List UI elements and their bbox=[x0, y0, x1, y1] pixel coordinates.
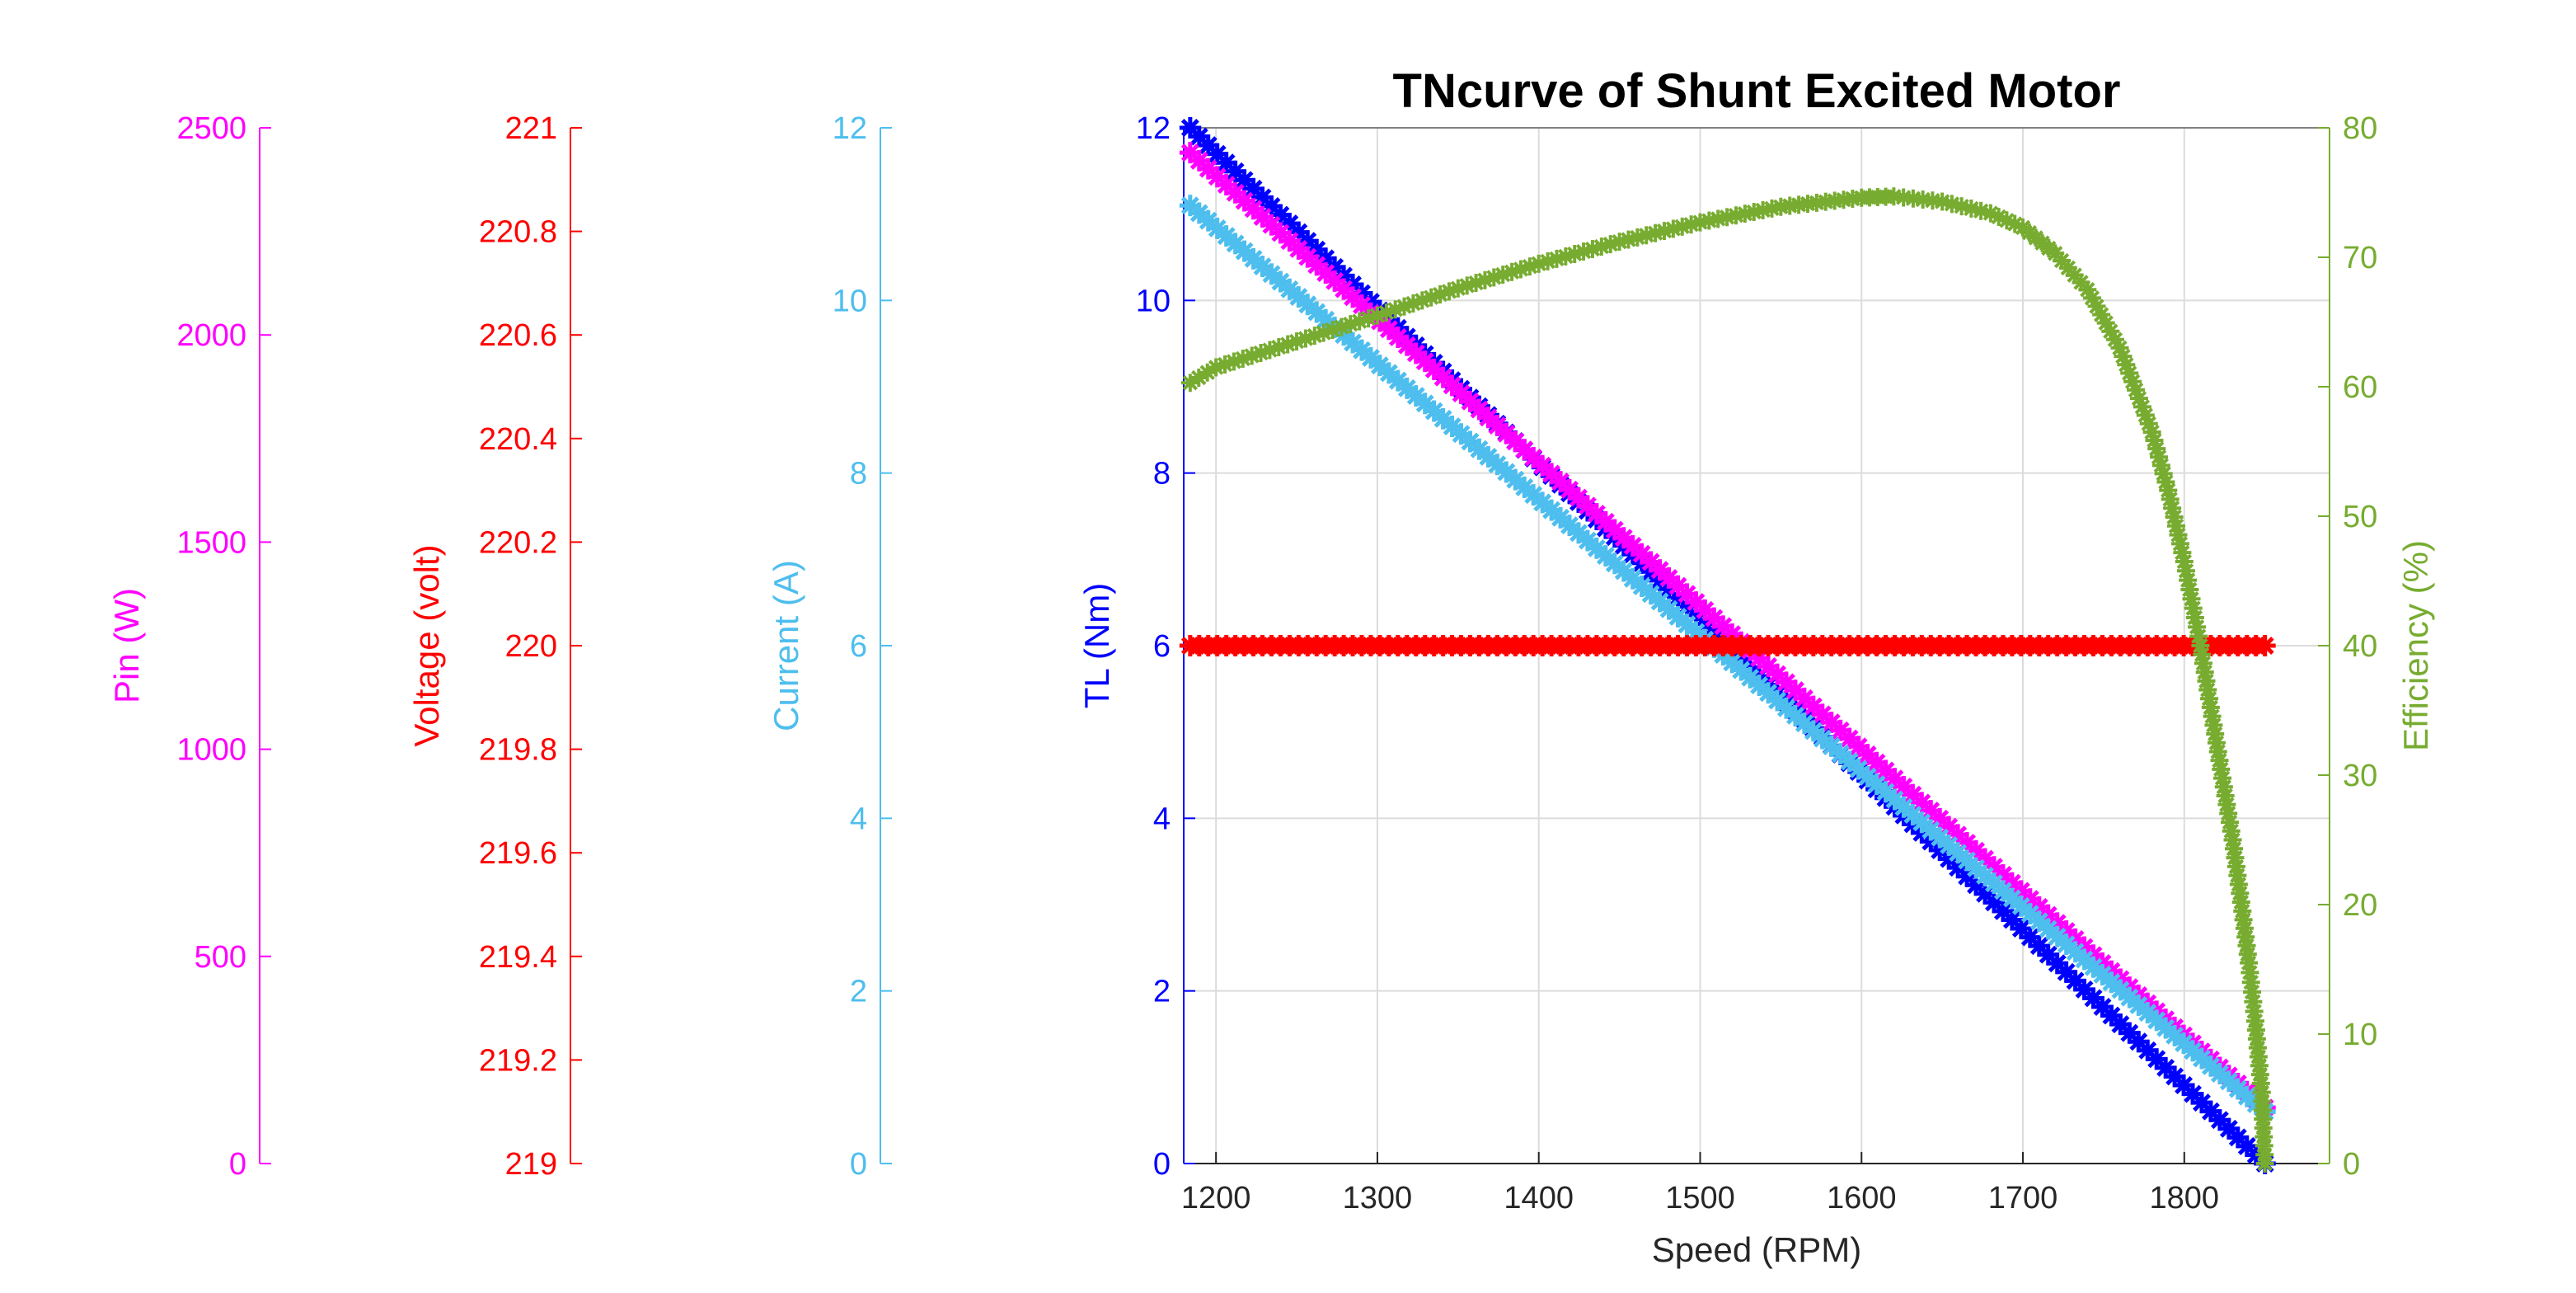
torque-tick-label: 8 bbox=[1153, 457, 1171, 491]
x-tick-label: 1700 bbox=[1988, 1181, 2058, 1215]
torque-tick-label: 6 bbox=[1153, 629, 1171, 664]
x-tick-label: 1800 bbox=[2150, 1181, 2220, 1215]
voltage-tick-label: 219.2 bbox=[479, 1043, 557, 1078]
pin-tick-label: 2500 bbox=[176, 111, 246, 146]
pin-tick-label: 1000 bbox=[176, 733, 246, 768]
torque-tick-label: 10 bbox=[1136, 284, 1171, 318]
data-marker bbox=[1550, 506, 1572, 529]
data-marker bbox=[1314, 323, 1333, 342]
x-axis-label: Speed (RPM) bbox=[1652, 1230, 1861, 1269]
labels-layer: TNcurve of Shunt Excited Motor Speed (RP… bbox=[1393, 64, 2121, 1269]
voltage-tick-label: 220.6 bbox=[479, 318, 557, 353]
data-marker bbox=[2254, 635, 2276, 656]
voltage-axis-label: Voltage (volt) bbox=[407, 544, 446, 746]
efficiency-tick-label: 20 bbox=[2343, 888, 2377, 923]
current-tick-label: 6 bbox=[850, 629, 867, 664]
axes-layer: 1200 1300 1400 1500 1600 1700 1800050010001500… bbox=[107, 111, 2435, 1215]
efficiency-tick-label: 40 bbox=[2343, 629, 2377, 664]
current-tick-label: 4 bbox=[850, 802, 867, 836]
voltage-tick-label: 219 bbox=[505, 1147, 557, 1182]
x-tick-label: 1300 bbox=[1343, 1181, 1413, 1215]
x-tick-label: 1200 bbox=[1181, 1181, 1251, 1215]
efficiency-tick-label: 60 bbox=[2343, 370, 2377, 405]
efficiency-series bbox=[1180, 187, 2274, 1173]
current-tick-label: 8 bbox=[850, 457, 867, 491]
data-marker bbox=[1649, 590, 1671, 613]
voltage-tick-label: 219.4 bbox=[479, 940, 557, 975]
efficiency-axis-label: Efficiency (%) bbox=[2396, 540, 2435, 751]
efficiency-tick-label: 0 bbox=[2343, 1147, 2360, 1182]
current-axis-label: Current (A) bbox=[767, 560, 805, 731]
pin-axis-label: Pin (W) bbox=[107, 588, 146, 703]
torque-tick-label: 2 bbox=[1153, 975, 1171, 1009]
pin-tick-label: 500 bbox=[195, 940, 246, 975]
pin-tick-label: 1500 bbox=[176, 525, 246, 560]
data-marker bbox=[1323, 321, 1342, 340]
efficiency-tick-label: 80 bbox=[2343, 111, 2377, 146]
current-tick-label: 2 bbox=[850, 975, 867, 1009]
pin-tick-label: 0 bbox=[229, 1147, 246, 1182]
data-marker bbox=[2117, 355, 2136, 374]
torque-tick-label: 0 bbox=[1153, 1147, 1171, 1182]
series-layer bbox=[1179, 117, 2276, 1174]
torque-tick-label: 4 bbox=[1153, 802, 1171, 836]
voltage-tick-label: 220.2 bbox=[479, 525, 557, 560]
current-series bbox=[1179, 195, 2276, 1123]
x-tick-label: 1500 bbox=[1665, 1181, 1735, 1215]
voltage-tick-label: 221 bbox=[505, 111, 557, 146]
voltage-tick-label: 219.6 bbox=[479, 836, 557, 871]
data-marker bbox=[2255, 1154, 2274, 1173]
pin-tick-label: 2000 bbox=[176, 318, 246, 353]
current-tick-label: 10 bbox=[833, 284, 867, 318]
efficiency-tick-label: 50 bbox=[2343, 500, 2377, 534]
torque-axis-label: TL (Nm) bbox=[1077, 583, 1116, 708]
efficiency-tick-label: 70 bbox=[2343, 241, 2377, 275]
voltage-tick-label: 220.8 bbox=[479, 215, 557, 250]
voltage-tick-label: 220.4 bbox=[479, 422, 557, 457]
current-tick-label: 0 bbox=[850, 1147, 867, 1182]
x-tick-label: 1400 bbox=[1504, 1181, 1574, 1215]
torque-tick-label: 12 bbox=[1136, 111, 1171, 146]
x-tick-label: 1600 bbox=[1827, 1181, 1897, 1215]
chart-title: TNcurve of Shunt Excited Motor bbox=[1393, 64, 2121, 118]
current-tick-label: 12 bbox=[833, 111, 867, 146]
voltage-tick-label: 220 bbox=[505, 629, 557, 664]
efficiency-tick-label: 10 bbox=[2343, 1018, 2377, 1052]
data-marker bbox=[1387, 326, 1409, 348]
voltage-tick-label: 219.8 bbox=[479, 733, 557, 768]
efficiency-tick-label: 30 bbox=[2343, 759, 2377, 793]
